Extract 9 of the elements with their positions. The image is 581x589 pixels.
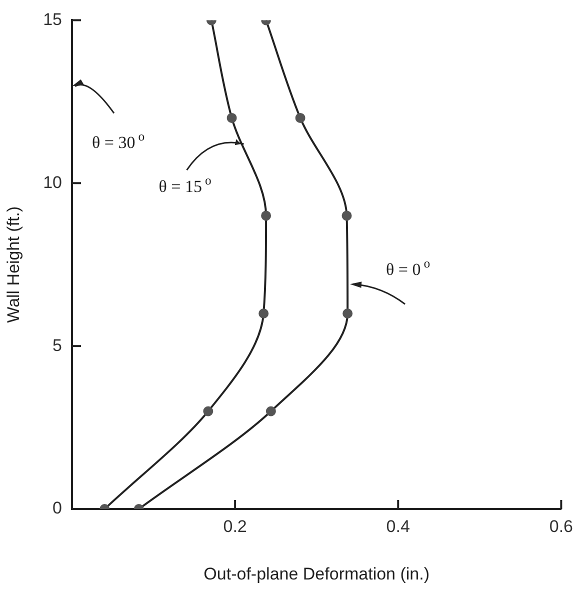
y-tick-label: 15: [43, 10, 62, 29]
y-tick-label: 0: [52, 498, 62, 518]
y-tick-label: 5: [52, 336, 62, 355]
y-axis-title: Wall Height (ft.): [4, 206, 23, 323]
x-tick-label: 0.2: [223, 516, 247, 536]
x-tick-label: 0.6: [549, 516, 574, 536]
x-axis-title: Out-of-plane Deformation (in.): [204, 564, 430, 584]
y-tick-label: 10: [43, 172, 62, 192]
x-tick-label: 0.4: [386, 516, 410, 536]
